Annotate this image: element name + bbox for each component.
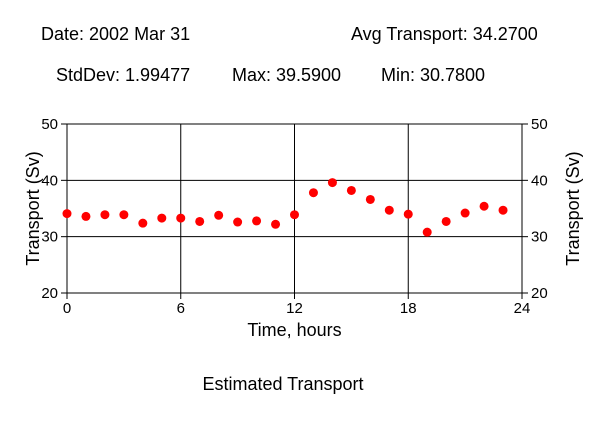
- data-point: [233, 217, 243, 227]
- min-label: Min: 30.7800: [381, 65, 486, 85]
- data-point: [384, 205, 394, 215]
- y-axis-label-left: Transport (Sv): [23, 151, 43, 265]
- data-point: [290, 210, 299, 220]
- data-point: [195, 216, 205, 226]
- data-point: [365, 194, 375, 204]
- x-tick-label: 6: [177, 300, 185, 317]
- y-tick-label-left: 30: [41, 229, 58, 246]
- x-tick-label: 18: [400, 300, 417, 317]
- data-point: [271, 219, 281, 229]
- data-point: [119, 210, 129, 220]
- data-point: [460, 208, 470, 218]
- data-point: [422, 227, 432, 237]
- grid-lines: [67, 124, 522, 293]
- data-point: [346, 185, 356, 195]
- data-point: [308, 188, 318, 198]
- x-tick-label: 24: [514, 300, 531, 317]
- x-tick-label: 0: [63, 300, 71, 317]
- data-point: [252, 216, 262, 226]
- max-label: Max: 39.5900: [232, 65, 342, 85]
- chart-caption: Estimated Transport: [202, 374, 364, 394]
- data-point: [498, 205, 508, 215]
- data-point: [176, 213, 186, 223]
- y-tick-label-right: 30: [531, 229, 548, 246]
- data-point: [62, 209, 72, 219]
- y-tick-label-right: 50: [531, 116, 548, 133]
- x-axis-label: Time, hours: [247, 320, 341, 340]
- x-tick-label: 12: [286, 300, 303, 317]
- data-point: [81, 211, 91, 221]
- avg-transport-label: Avg Transport: 34.2700: [351, 24, 538, 44]
- data-point: [441, 216, 451, 226]
- y-tick-label-left: 40: [41, 172, 58, 189]
- data-point: [100, 210, 110, 220]
- data-point: [479, 201, 489, 211]
- y-tick-label-left: 20: [41, 285, 58, 302]
- data-point: [214, 210, 224, 220]
- data-points: [62, 178, 508, 237]
- data-point: [157, 213, 167, 223]
- y-tick-label-left: 50: [41, 116, 58, 133]
- y-tick-label-right: 20: [531, 285, 548, 302]
- data-point: [138, 218, 148, 228]
- date-label: Date: 2002 Mar 31: [41, 24, 191, 44]
- data-point: [327, 178, 337, 188]
- stddev-label: StdDev: 1.99477: [56, 65, 191, 85]
- y-axis-label-right: Transport (Sv): [563, 151, 583, 265]
- y-tick-label-right: 40: [531, 172, 548, 189]
- data-point: [403, 209, 413, 219]
